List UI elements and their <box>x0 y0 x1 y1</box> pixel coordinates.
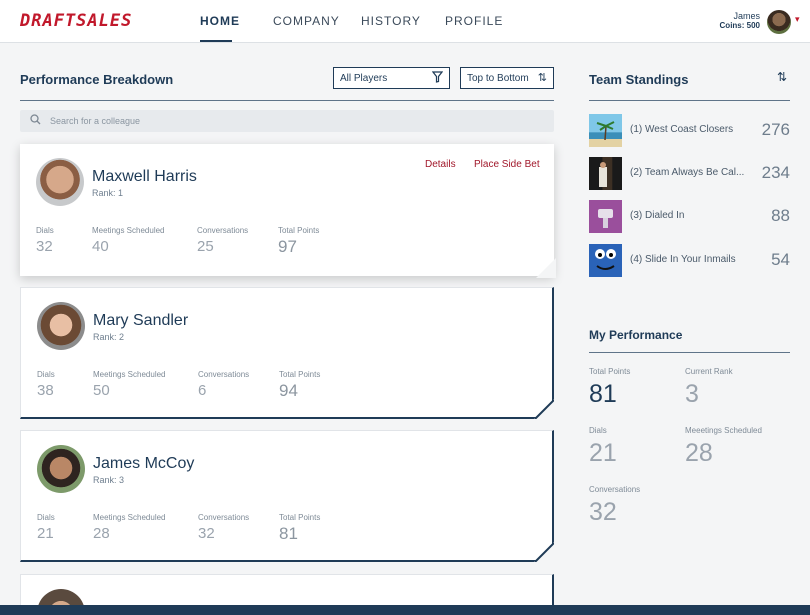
top-navigation-bar: DRAFTSALES HOME COMPANY HISTORY PROFILE … <box>0 0 810 43</box>
conversations-label: Conversations <box>589 485 641 494</box>
total-points-label: Total Points <box>278 226 320 235</box>
active-nav-underline <box>200 40 232 42</box>
nav-history[interactable]: HISTORY <box>361 14 421 28</box>
team-thumbnail <box>589 244 622 277</box>
card-corner-decoration <box>536 258 556 278</box>
team-points: 276 <box>761 120 790 139</box>
sort-icon[interactable]: ⇅ <box>777 70 788 84</box>
player-filter-dropdown[interactable]: All Players <box>333 67 450 89</box>
team-standing-row[interactable]: (1) West Coast Closers 276 <box>589 114 790 147</box>
user-name: James <box>733 11 760 21</box>
player-card[interactable]: Maxwell Harris Rank: 1 Details Place Sid… <box>20 144 556 278</box>
breakdown-divider <box>20 100 554 101</box>
total-points-value: 81 <box>589 380 617 408</box>
team-thumbnail <box>589 157 622 190</box>
card-corner-decoration <box>534 542 554 562</box>
conversations-label: Conversations <box>198 513 250 522</box>
conversations-value: 32 <box>198 525 215 542</box>
sort-order-dropdown[interactable]: Top to Bottom ⇅ <box>460 67 554 89</box>
total-points-value: 97 <box>278 237 297 256</box>
nav-home[interactable]: HOME <box>200 14 240 28</box>
colleague-search <box>20 110 554 132</box>
performance-breakdown-title: Performance Breakdown <box>20 72 174 87</box>
team-name: (4) Slide In Your Inmails <box>630 254 736 265</box>
sort-icon: ⇅ <box>537 72 547 84</box>
meetings-label: Meetings Scheduled <box>93 370 166 379</box>
team-name: (2) Team Always Be Cal... <box>630 167 745 178</box>
player-card[interactable]: James McCoy Rank: 3 Dials Meetings Sched… <box>20 430 554 562</box>
meetings-value: 28 <box>685 439 713 467</box>
conversations-value: 32 <box>589 498 617 526</box>
meetings-value: 40 <box>92 238 109 255</box>
sort-order-label: Top to Bottom <box>467 73 529 84</box>
card-corner-decoration <box>534 399 554 419</box>
details-link[interactable]: Details <box>425 159 456 170</box>
player-rank: Rank: 1 <box>92 188 124 198</box>
team-standing-row[interactable]: (4) Slide In Your Inmails 54 <box>589 244 790 277</box>
dials-value: 38 <box>37 382 54 399</box>
dials-label: Dials <box>589 426 607 435</box>
total-points-value: 94 <box>279 381 298 400</box>
total-points-label: Total Points <box>279 370 321 379</box>
dials-label: Dials <box>37 370 55 379</box>
dials-value: 32 <box>36 238 53 255</box>
current-rank-value: 3 <box>685 380 699 408</box>
player-rank: Rank: 2 <box>93 332 125 342</box>
filter-icon <box>431 71 444 86</box>
meetings-label: Meetings Scheduled <box>93 513 166 522</box>
place-side-bet-link[interactable]: Place Side Bet <box>474 159 540 170</box>
dials-value: 21 <box>37 525 54 542</box>
standings-divider <box>589 100 790 101</box>
team-standing-row[interactable]: (2) Team Always Be Cal... 234 <box>589 157 790 190</box>
player-name: Mary Sandler <box>93 312 189 329</box>
total-points-label: Total Points <box>589 367 631 376</box>
dials-label: Dials <box>36 226 54 235</box>
player-photo <box>37 445 85 493</box>
team-points: 88 <box>771 206 790 225</box>
total-points-value: 81 <box>279 524 298 543</box>
my-performance-title: My Performance <box>589 328 683 342</box>
player-photo <box>36 158 84 206</box>
my-performance-divider <box>589 352 790 353</box>
search-icon <box>30 114 41 128</box>
user-coins: Coins: 500 <box>719 21 760 30</box>
meetings-value: 50 <box>93 382 110 399</box>
team-thumbnail <box>589 200 622 233</box>
user-avatar[interactable] <box>767 10 791 34</box>
dials-label: Dials <box>37 513 55 522</box>
conversations-label: Conversations <box>198 370 250 379</box>
conversations-label: Conversations <box>197 226 249 235</box>
player-name: James McCoy <box>93 455 195 472</box>
team-name: (3) Dialed In <box>630 210 685 221</box>
dials-value: 21 <box>589 439 617 467</box>
search-input[interactable] <box>50 113 530 129</box>
conversations-value: 6 <box>198 382 207 399</box>
team-thumbnail <box>589 114 622 147</box>
bottom-bar <box>0 605 810 615</box>
total-points-label: Total Points <box>279 513 321 522</box>
nav-company[interactable]: COMPANY <box>273 14 340 28</box>
team-standing-row[interactable]: (3) Dialed In 88 <box>589 200 790 233</box>
team-points: 54 <box>771 250 790 269</box>
meetings-label: Meetings Scheduled <box>92 226 165 235</box>
player-name: Maxwell Harris <box>92 168 197 185</box>
team-name: (1) West Coast Closers <box>630 124 734 135</box>
logo[interactable]: DRAFTSALES <box>20 11 133 31</box>
player-card[interactable]: Mary Sandler Rank: 2 Dials Meetings Sche… <box>20 287 554 419</box>
chevron-down-icon[interactable]: ▾ <box>795 14 800 24</box>
player-filter-label: All Players <box>340 73 388 84</box>
nav-profile[interactable]: PROFILE <box>445 14 504 28</box>
conversations-value: 25 <box>197 238 214 255</box>
team-standings-title: Team Standings <box>589 72 689 87</box>
current-rank-label: Current Rank <box>685 367 733 376</box>
player-rank: Rank: 3 <box>93 475 125 485</box>
meetings-label: Meeetings Scheduled <box>685 426 762 435</box>
team-points: 234 <box>761 163 790 182</box>
player-photo <box>37 302 85 350</box>
meetings-value: 28 <box>93 525 110 542</box>
